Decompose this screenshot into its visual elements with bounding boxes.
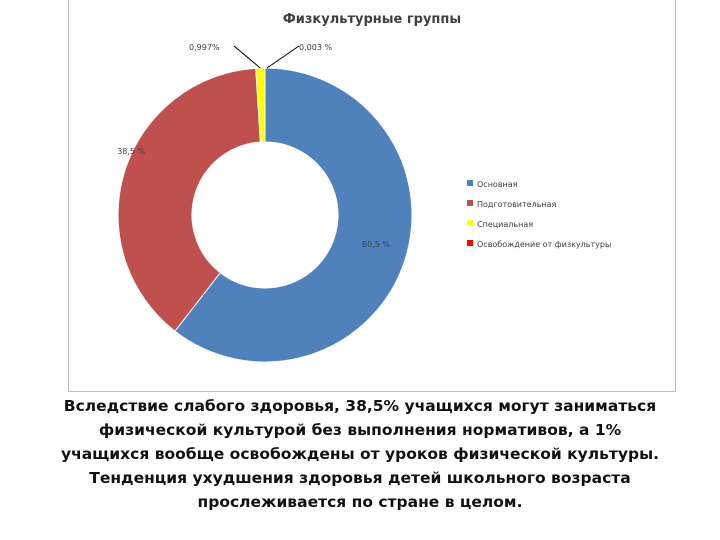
legend-label-3: Специальная xyxy=(477,220,533,229)
chart-frame: Физкультурные группы 60,5 % 38,5 % 0,997% 0… xyxy=(68,0,676,392)
legend-label-4: Освобождение от физкультуры xyxy=(477,240,611,249)
slice-2 xyxy=(117,67,261,332)
leader-line-3 xyxy=(233,45,261,69)
data-label-1: 60,5 % xyxy=(362,240,390,249)
caption-line-2: физической культурой без выполнения норм… xyxy=(98,421,622,439)
legend-label-2: Подготовительная xyxy=(477,200,557,209)
data-label-4: 0,003 % xyxy=(299,43,332,52)
caption-line-3: учащихся вообще освобождены от уроков фи… xyxy=(60,445,660,463)
data-label-3: 0,997% xyxy=(189,43,220,52)
legend-swatch-4 xyxy=(467,240,473,246)
legend-swatch-2 xyxy=(467,200,473,206)
legend-swatch-1 xyxy=(467,180,473,186)
slice-1 xyxy=(174,67,413,363)
caption-line-5: прослеживается по стране в целом. xyxy=(197,493,523,511)
caption-line-4: Тенденция ухудшения здоровья детей школь… xyxy=(89,469,631,487)
leader-line-4 xyxy=(266,45,300,69)
donut-chart: 60,5 % 38,5 % 0,997% 0,003 % Основная Подгот… xyxy=(117,43,611,363)
data-label-2: 38,5 % xyxy=(117,147,145,156)
caption-line-1: Вследствие слабого здоровья, 38,5% учащи… xyxy=(63,397,657,415)
chart-title: Физкультурные группы xyxy=(282,12,462,27)
legend-label-1: Основная xyxy=(477,180,518,189)
legend-swatch-3 xyxy=(467,220,473,226)
caption-text: Вследствие слабого здоровья, 38,5% учащи… xyxy=(10,394,710,514)
